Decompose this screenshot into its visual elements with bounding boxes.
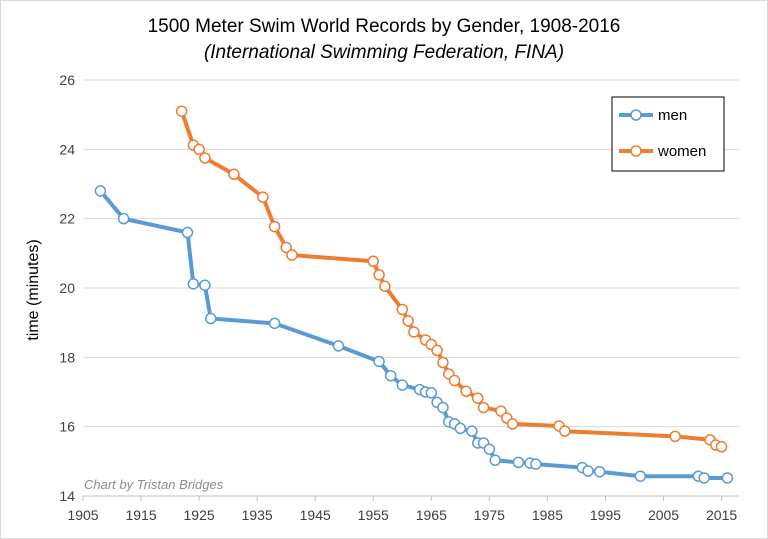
data-point-men <box>268 317 281 330</box>
series-layer <box>94 105 734 484</box>
data-point-women <box>268 220 281 233</box>
x-tick-label: 1965 <box>416 507 447 523</box>
data-point-women <box>402 315 414 327</box>
data-point-women <box>460 385 472 398</box>
x-tick-label: 2015 <box>706 507 737 523</box>
data-point-men <box>530 458 542 470</box>
data-point-women <box>280 241 292 254</box>
x-tick-label: 1955 <box>358 507 389 523</box>
data-point-women <box>437 356 449 369</box>
y-axis-label: time (minutes) <box>25 239 42 340</box>
data-point-men <box>117 212 130 225</box>
data-point-men <box>489 454 501 467</box>
axes <box>82 495 739 501</box>
data-point-men <box>384 369 397 382</box>
y-tick-label: 16 <box>59 419 75 435</box>
data-point-men <box>721 472 734 484</box>
data-point-men <box>396 379 409 391</box>
data-point-women <box>228 168 240 181</box>
data-point-men <box>373 355 385 368</box>
data-point-women <box>379 280 391 293</box>
data-point-women <box>559 425 571 437</box>
data-point-men <box>698 472 710 484</box>
y-tick-label: 20 <box>59 280 75 296</box>
x-tick-label: 1915 <box>125 507 156 523</box>
data-point-women <box>448 374 461 387</box>
data-point-women <box>472 392 484 404</box>
x-tick-label: 1935 <box>242 507 273 523</box>
data-point-women <box>669 430 681 443</box>
data-point-men <box>512 456 525 469</box>
data-point-women <box>373 269 385 281</box>
data-point-women <box>431 344 443 357</box>
x-tick-label: 1975 <box>474 507 505 523</box>
data-point-women <box>408 326 420 338</box>
legend-label-women: women <box>657 143 706 160</box>
data-point-men <box>425 386 438 399</box>
x-tick-label: 2005 <box>648 507 679 523</box>
y-tick-label: 14 <box>59 488 75 504</box>
data-point-men <box>199 279 211 291</box>
data-point-women <box>286 249 298 261</box>
legend: men women <box>611 96 725 172</box>
y-tick-label: 26 <box>59 72 75 88</box>
data-point-men <box>181 226 194 239</box>
data-point-men <box>94 185 107 197</box>
data-point-women <box>715 441 728 453</box>
data-point-women <box>175 105 188 117</box>
data-point-men <box>332 340 345 352</box>
y-tick-labels: 14 16 18 20 22 24 26 <box>59 72 75 504</box>
legend-box <box>611 96 725 172</box>
data-point-women <box>396 303 409 316</box>
data-point-men <box>593 465 606 478</box>
data-point-women <box>477 401 490 414</box>
data-point-women <box>367 255 380 268</box>
data-point-women <box>257 191 269 203</box>
series-men <box>94 185 734 484</box>
x-tick-label: 1925 <box>184 507 215 523</box>
chart-title: 1500 Meter Swim World Records by Gender,… <box>147 16 621 37</box>
data-point-men <box>437 401 449 414</box>
legend-marker-men <box>630 109 642 121</box>
x-tick-label: 1945 <box>300 507 331 523</box>
data-point-men <box>454 422 467 435</box>
data-point-men <box>483 443 496 455</box>
legend-marker-women <box>630 145 642 157</box>
data-point-women <box>506 418 519 430</box>
data-point-men <box>204 312 217 325</box>
x-tick-label: 1995 <box>590 507 621 523</box>
data-point-men <box>466 425 478 437</box>
data-point-women <box>199 152 211 164</box>
data-point-men <box>582 465 594 477</box>
chart-credit: Chart by Tristan Bridges <box>84 477 224 492</box>
data-point-men <box>187 278 200 290</box>
y-tick-label: 24 <box>59 141 75 157</box>
x-tick-labels: 1905 1915 1925 1935 1945 1955 1965 1975 1985 1995… <box>67 507 737 523</box>
x-tick-label: 1985 <box>532 507 563 523</box>
data-point-women <box>193 143 205 156</box>
legend-label-men: men <box>658 107 687 124</box>
y-tick-label: 18 <box>59 349 75 365</box>
chart-subtitle: (International Swimming Federation, FINA… <box>203 42 565 63</box>
series-women <box>175 105 728 453</box>
y-tick-label: 22 <box>59 211 75 227</box>
x-tick-label: 1905 <box>67 507 98 523</box>
data-point-men <box>634 470 647 482</box>
